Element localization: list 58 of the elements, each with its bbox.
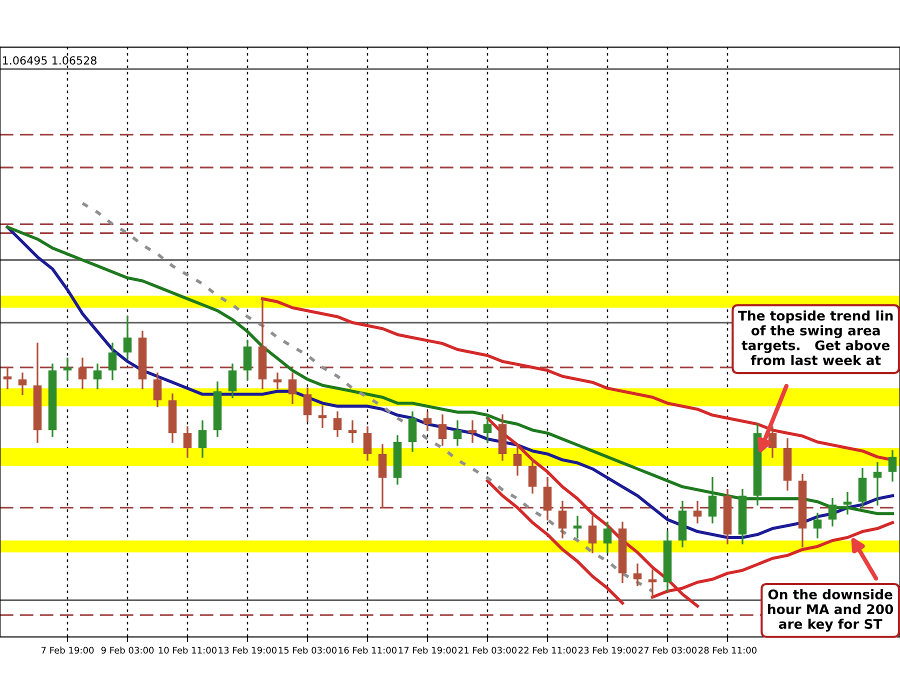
x-tick-label: 21 Feb 03:00 xyxy=(458,646,517,654)
candlestick xyxy=(873,462,882,506)
candlestick xyxy=(558,500,567,538)
candlestick xyxy=(93,364,102,390)
x-tick-label: 23 Feb 19:00 xyxy=(578,646,637,654)
candlestick xyxy=(693,500,702,524)
annotation: The topside trend lin of the swing area targets. Get above from last week at xyxy=(738,310,893,366)
x-tick-label: 9 Feb 03:00 xyxy=(101,646,154,654)
candlestick xyxy=(78,358,87,390)
candlestick xyxy=(888,450,897,482)
candlestick xyxy=(483,414,492,443)
candlestick xyxy=(273,372,282,390)
x-tick-label: 7 Feb 19:00 xyxy=(42,646,94,654)
candlestick xyxy=(378,444,387,508)
candlestick xyxy=(543,476,552,520)
candlestick xyxy=(363,426,372,461)
candlestick xyxy=(318,405,327,428)
candlestick xyxy=(108,342,117,380)
candlestick xyxy=(633,564,642,586)
text: 1.06495 1.06528 xyxy=(3,56,96,65)
annotation: On the downside hour MA and 200 are key for ST xyxy=(768,589,894,632)
candlestick xyxy=(858,468,867,508)
candlestick xyxy=(63,358,72,380)
candlestick xyxy=(303,387,312,422)
candlestick xyxy=(513,444,522,476)
x-tick-label: 16 Feb 11:00 xyxy=(338,646,397,654)
candlestick xyxy=(153,372,162,408)
candlestick xyxy=(18,372,27,396)
candlestick xyxy=(843,492,852,514)
candlestick xyxy=(453,420,462,446)
candlestick xyxy=(348,420,357,443)
candlestick xyxy=(708,476,717,524)
candlestick xyxy=(123,316,132,360)
candlestick xyxy=(528,459,537,494)
candlestick xyxy=(828,498,837,526)
x-tick-label: 15 Feb 03:00 xyxy=(278,646,337,654)
candlestick xyxy=(408,411,417,452)
candlestick xyxy=(228,364,237,398)
x-tick-label: 27 Feb 03:00 xyxy=(638,646,697,654)
x-tick-label: 10 Feb 11:00 xyxy=(158,646,217,654)
x-tick-label: 17 Feb 19:00 xyxy=(398,646,457,654)
candlestick xyxy=(438,414,447,446)
x-tick-label: 22 Feb 11:00 xyxy=(518,646,577,654)
candlestick xyxy=(423,411,432,431)
candlestick xyxy=(198,420,207,458)
candlestick xyxy=(333,411,342,437)
candlestick xyxy=(588,516,597,554)
candlestick xyxy=(183,426,192,458)
x-tick-label: 13 Feb 19:00 xyxy=(218,646,277,654)
candlestick xyxy=(573,516,582,538)
candlestick xyxy=(468,420,477,443)
candlestick xyxy=(3,366,12,390)
x-tick-label: 28 Feb 11:00 xyxy=(698,646,757,654)
candlestick xyxy=(243,340,252,380)
candlestick xyxy=(288,372,297,404)
candlestick xyxy=(648,569,657,598)
candlestick xyxy=(813,512,822,538)
candlestick xyxy=(603,522,612,554)
